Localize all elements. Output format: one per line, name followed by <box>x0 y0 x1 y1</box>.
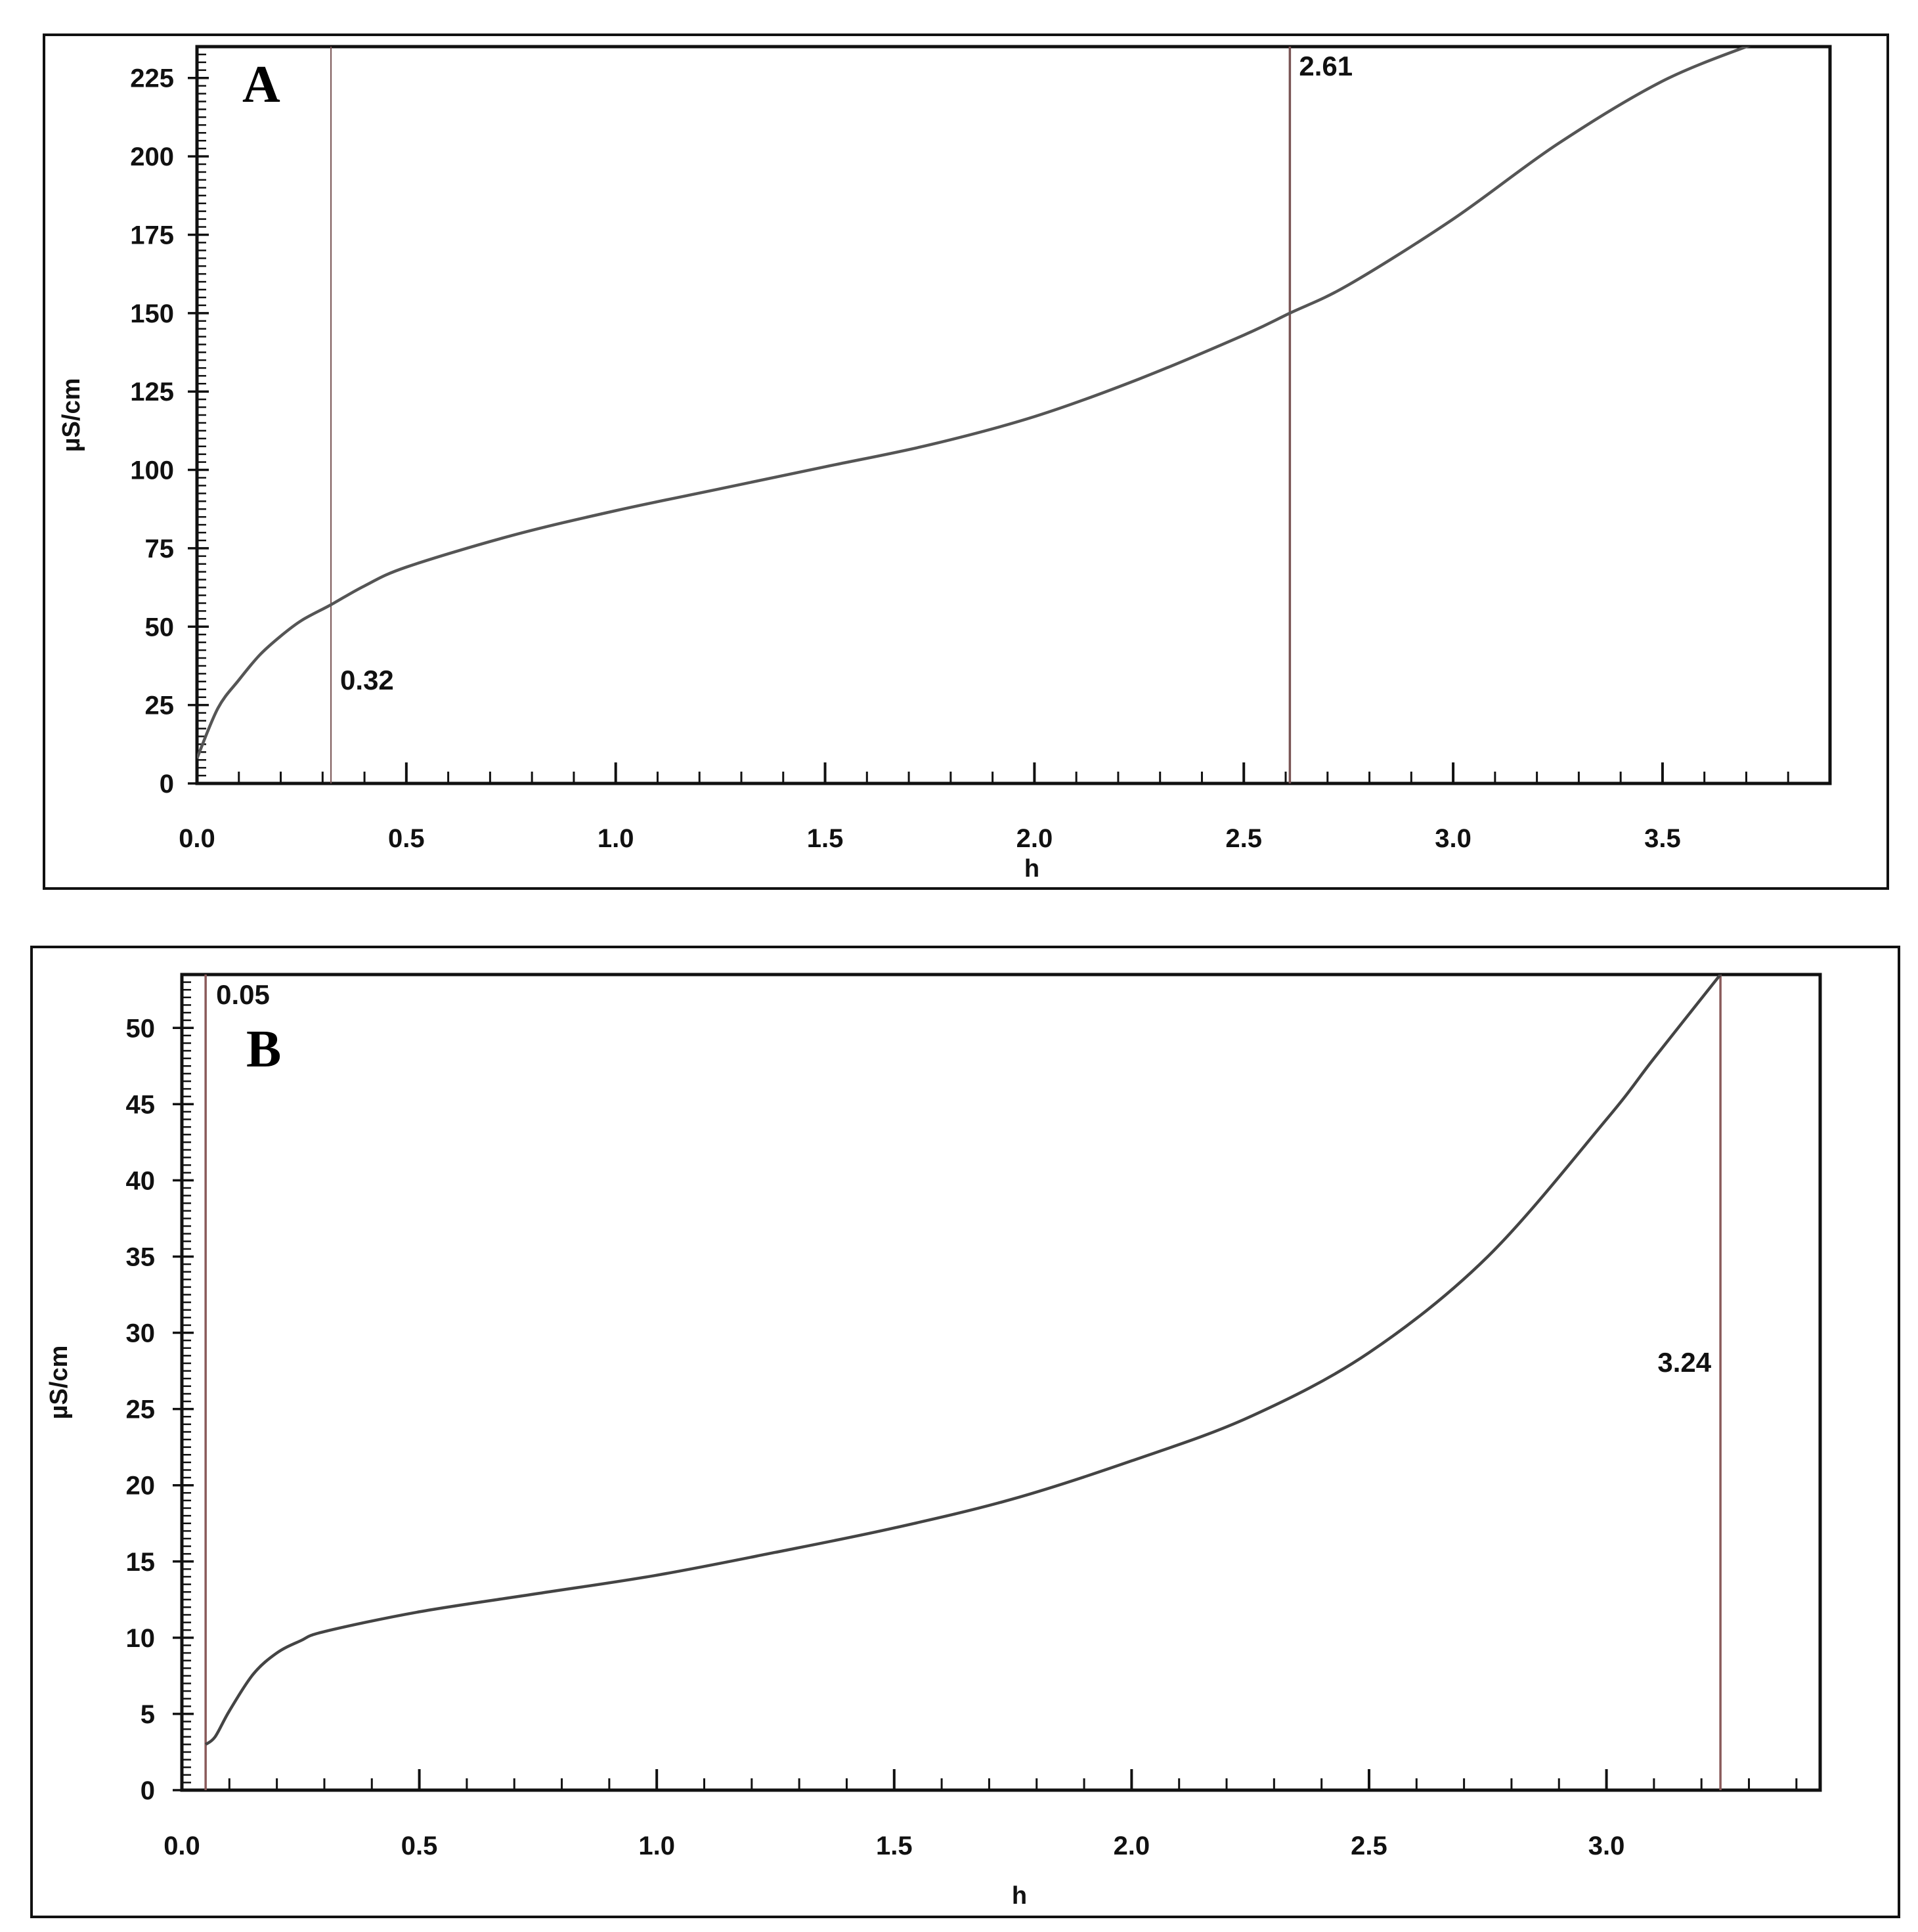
y-tick-label: 150 <box>130 299 174 328</box>
y-tick-label: 20 <box>126 1472 156 1501</box>
y-tick-label: 75 <box>145 535 175 563</box>
x-tick-label: 1.0 <box>638 1832 675 1860</box>
y-tick-label: 50 <box>145 613 175 642</box>
y-tick-label: 25 <box>126 1395 156 1424</box>
x-tick-label: 1.0 <box>598 824 634 853</box>
x-tick-label: 2.0 <box>1114 1832 1150 1860</box>
series-line <box>204 975 1722 1746</box>
x-tick-label: 0.5 <box>401 1832 438 1860</box>
plot-frame <box>195 45 1832 785</box>
y-tick-label: 50 <box>126 1014 156 1043</box>
y-axis-title: µS/cm <box>45 1346 73 1420</box>
x-tick-label: 2.0 <box>1016 824 1053 853</box>
x-tick-label: 3.0 <box>1588 1832 1625 1860</box>
plot-frame <box>180 973 1822 1792</box>
y-tick-label: 30 <box>126 1319 156 1348</box>
chart-panel-a: 0 25 50 75 100 125 150 175 200 225 0.0 0.5 1.0 1.5 2.0… <box>43 33 1889 890</box>
y-tick-label: 125 <box>130 378 174 406</box>
y-tick-label: 5 <box>141 1700 155 1729</box>
y-tick-label: 100 <box>130 456 174 485</box>
marker-label: 3.24 <box>1657 1347 1711 1378</box>
y-tick-label: 45 <box>126 1090 156 1119</box>
chart-a-svg: 0 25 50 75 100 125 150 175 200 225 0.0 0.5 1.0 1.5 2.0… <box>58 45 1832 883</box>
panel-letter: B <box>246 1021 281 1078</box>
x-tick-label: 1.5 <box>876 1832 913 1860</box>
x-tick-label: 0.5 <box>388 824 425 853</box>
y-tick-label: 175 <box>130 221 174 250</box>
y-tick-label: 15 <box>126 1548 156 1577</box>
y-tick-label: 0 <box>141 1776 155 1805</box>
x-tick-label: 3.5 <box>1644 824 1681 853</box>
x-tick-label: 2.5 <box>1225 824 1262 853</box>
y-tick-label: 10 <box>126 1624 156 1653</box>
y-tick-label: 25 <box>145 692 175 720</box>
x-tick-label: 1.5 <box>807 824 844 853</box>
x-tick-label: 3.0 <box>1435 824 1471 853</box>
x-tick-label: 2.5 <box>1351 1832 1387 1860</box>
y-tick-label: 35 <box>126 1242 156 1271</box>
marker-label: 0.05 <box>216 979 270 1010</box>
marker-label: 0.32 <box>340 665 394 695</box>
x-axis-title: h <box>1012 1882 1027 1910</box>
series-line <box>197 47 1751 759</box>
y-tick-label: 0 <box>160 770 174 799</box>
chart-panel-b: 0 5 10 15 20 25 30 35 40 45 50 0.0 0.5 1.0 1.5 2.0 2.5 3.… <box>30 946 1900 1918</box>
panel-letter: A <box>242 56 280 114</box>
x-tick-label: 0.0 <box>179 824 215 853</box>
y-axis-title: µS/cm <box>58 378 85 452</box>
y-tick-label: 40 <box>126 1166 156 1195</box>
x-tick-label: 0.0 <box>163 1832 200 1860</box>
y-tick-label: 225 <box>130 64 174 93</box>
marker-label: 2.61 <box>1299 51 1353 81</box>
chart-b-svg: 0 5 10 15 20 25 30 35 40 45 50 0.0 0.5 1.0 1.5 2.0 2.5 3.… <box>45 973 1822 1910</box>
x-axis-title: h <box>1024 855 1039 883</box>
y-tick-label: 200 <box>130 143 174 171</box>
